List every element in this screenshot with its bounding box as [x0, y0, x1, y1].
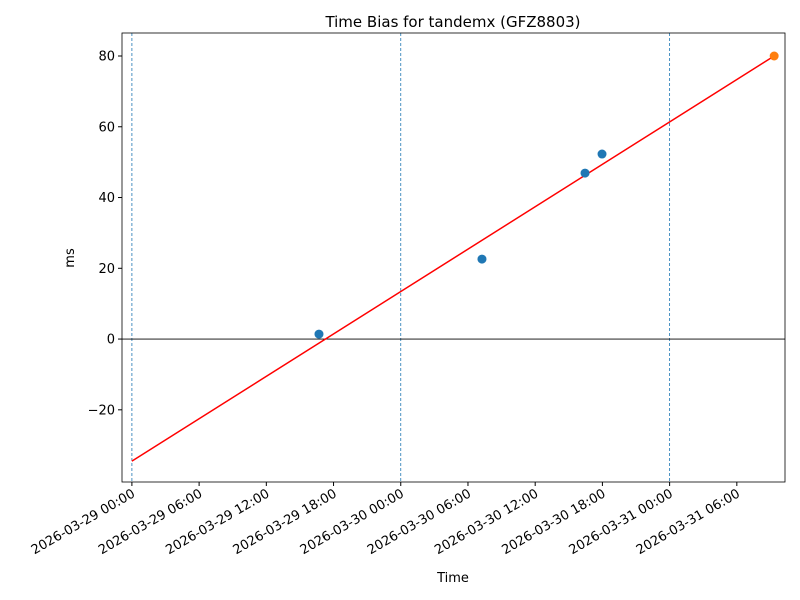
point	[477, 254, 487, 264]
point	[769, 51, 779, 61]
y-tick-label: 60	[98, 120, 115, 135]
plot-frame	[121, 32, 786, 483]
y-tick-label: 0	[107, 333, 115, 348]
y-tick-label: 80	[98, 49, 115, 64]
y-axis-label: ms	[63, 248, 78, 268]
y-tick-label: −20	[88, 403, 115, 418]
point	[597, 149, 607, 159]
point	[580, 168, 590, 178]
x-axis-label: Time	[436, 571, 469, 586]
y-tick-label: 20	[98, 262, 115, 277]
fit-line	[131, 55, 775, 462]
y-tick-label: 40	[98, 191, 115, 206]
chart-title: Time Bias for tandemx (GFZ8803)	[324, 13, 580, 31]
point	[314, 329, 324, 339]
